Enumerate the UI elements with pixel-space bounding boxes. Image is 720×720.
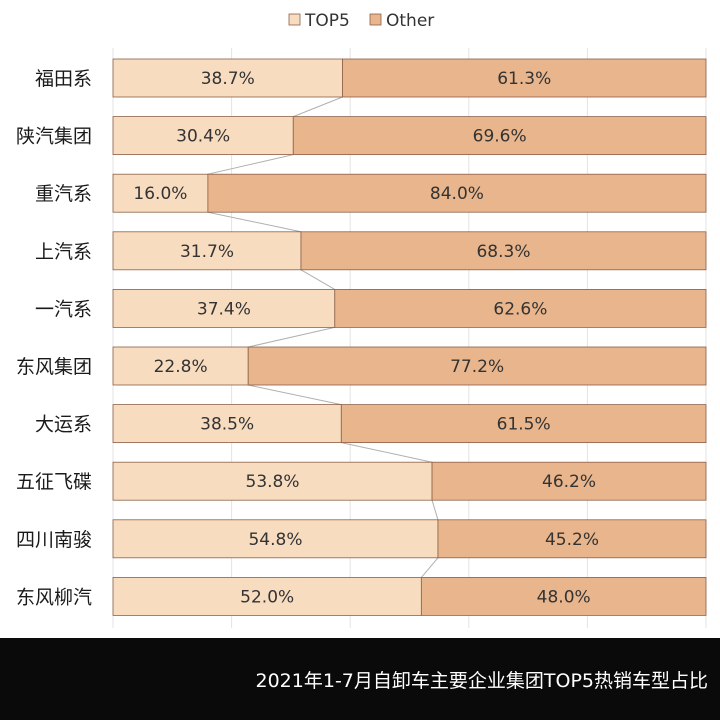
data-label-other: 77.2%: [450, 357, 504, 377]
data-label-top5: 52.0%: [240, 587, 294, 607]
data-label-other: 69.6%: [473, 127, 527, 147]
bar-top5: [112, 346, 249, 386]
data-label-top5: 22.8%: [154, 357, 208, 377]
category-label: 陕汽集团: [16, 126, 92, 148]
series-line: [420, 557, 439, 578]
data-label-top5: 37.4%: [197, 299, 251, 319]
category-label: 四川南骏: [16, 529, 92, 551]
data-label-top5: 31.7%: [180, 242, 234, 262]
data-label-other: 61.3%: [497, 69, 551, 89]
data-label-other: 48.0%: [537, 587, 591, 607]
category-label: 东风柳汽: [16, 586, 92, 608]
category-label: 五征飞碟: [16, 471, 92, 493]
legend-swatch: [288, 13, 301, 26]
category-label: 上汽系: [35, 241, 92, 263]
bar-top5: [112, 173, 209, 213]
series-line: [248, 326, 335, 348]
legend: TOP5 Other: [288, 11, 434, 31]
data-label-top5: 38.5%: [200, 415, 254, 435]
series-line: [207, 154, 294, 175]
bar-top5: [112, 404, 342, 444]
series-line: [431, 500, 439, 520]
data-label-other: 46.2%: [542, 472, 596, 492]
legend-label: TOP5: [304, 11, 350, 31]
series-line: [341, 442, 433, 463]
data-label-top5: 53.8%: [246, 472, 300, 492]
chart-area: 38.7% 61.3% 福田系 30.4% 69.6% 陕汽集团 16.0% 84.0% 重汽系…: [16, 11, 707, 628]
bar-other: [292, 116, 707, 155]
data-label-other: 61.5%: [497, 415, 551, 435]
legend-label: Other: [386, 11, 434, 31]
bar-other: [340, 404, 707, 444]
series-line: [300, 269, 336, 290]
footer-bar: 2021年1-7月自卸车主要企业集团TOP5热销车型占比: [0, 638, 720, 720]
bar-other: [334, 288, 707, 328]
category-label: 福田系: [35, 68, 92, 90]
bar-top5: [112, 58, 343, 98]
legend-swatch: [369, 13, 382, 26]
bar-top5: [112, 231, 302, 271]
data-label-other: 84.0%: [430, 184, 484, 204]
footer-caption: 2021年1-7月自卸车主要企业集团TOP5热销车型占比: [255, 670, 709, 692]
bar-other: [300, 231, 707, 271]
data-label-top5: 30.4%: [176, 127, 230, 147]
category-label: 大运系: [35, 414, 92, 436]
bar-top5: [112, 288, 336, 328]
data-label-top5: 38.7%: [201, 69, 255, 89]
data-label-top5: 54.8%: [248, 530, 302, 550]
data-label-other: 45.2%: [545, 530, 599, 550]
bar-other: [207, 173, 707, 213]
data-label-other: 68.3%: [476, 242, 530, 262]
category-label: 一汽系: [35, 298, 92, 320]
data-label-other: 62.6%: [493, 299, 547, 319]
series-line: [207, 211, 302, 233]
bar-top5: [112, 519, 439, 559]
bar-other: [247, 346, 707, 386]
data-label-top5: 16.0%: [133, 184, 187, 204]
bar-other: [342, 58, 707, 98]
bar-other: [437, 519, 707, 559]
category-label: 重汽系: [35, 183, 92, 205]
series-line: [293, 96, 343, 118]
series-line: [248, 384, 342, 406]
category-label: 东风集团: [16, 356, 92, 378]
bar-other: [420, 577, 707, 616]
bar-other: [431, 461, 707, 501]
stacked-bar-chart: 38.7% 61.3% 福田系 30.4% 69.6% 陕汽集团 16.0% 84.0% 重汽系…: [16, 11, 707, 628]
